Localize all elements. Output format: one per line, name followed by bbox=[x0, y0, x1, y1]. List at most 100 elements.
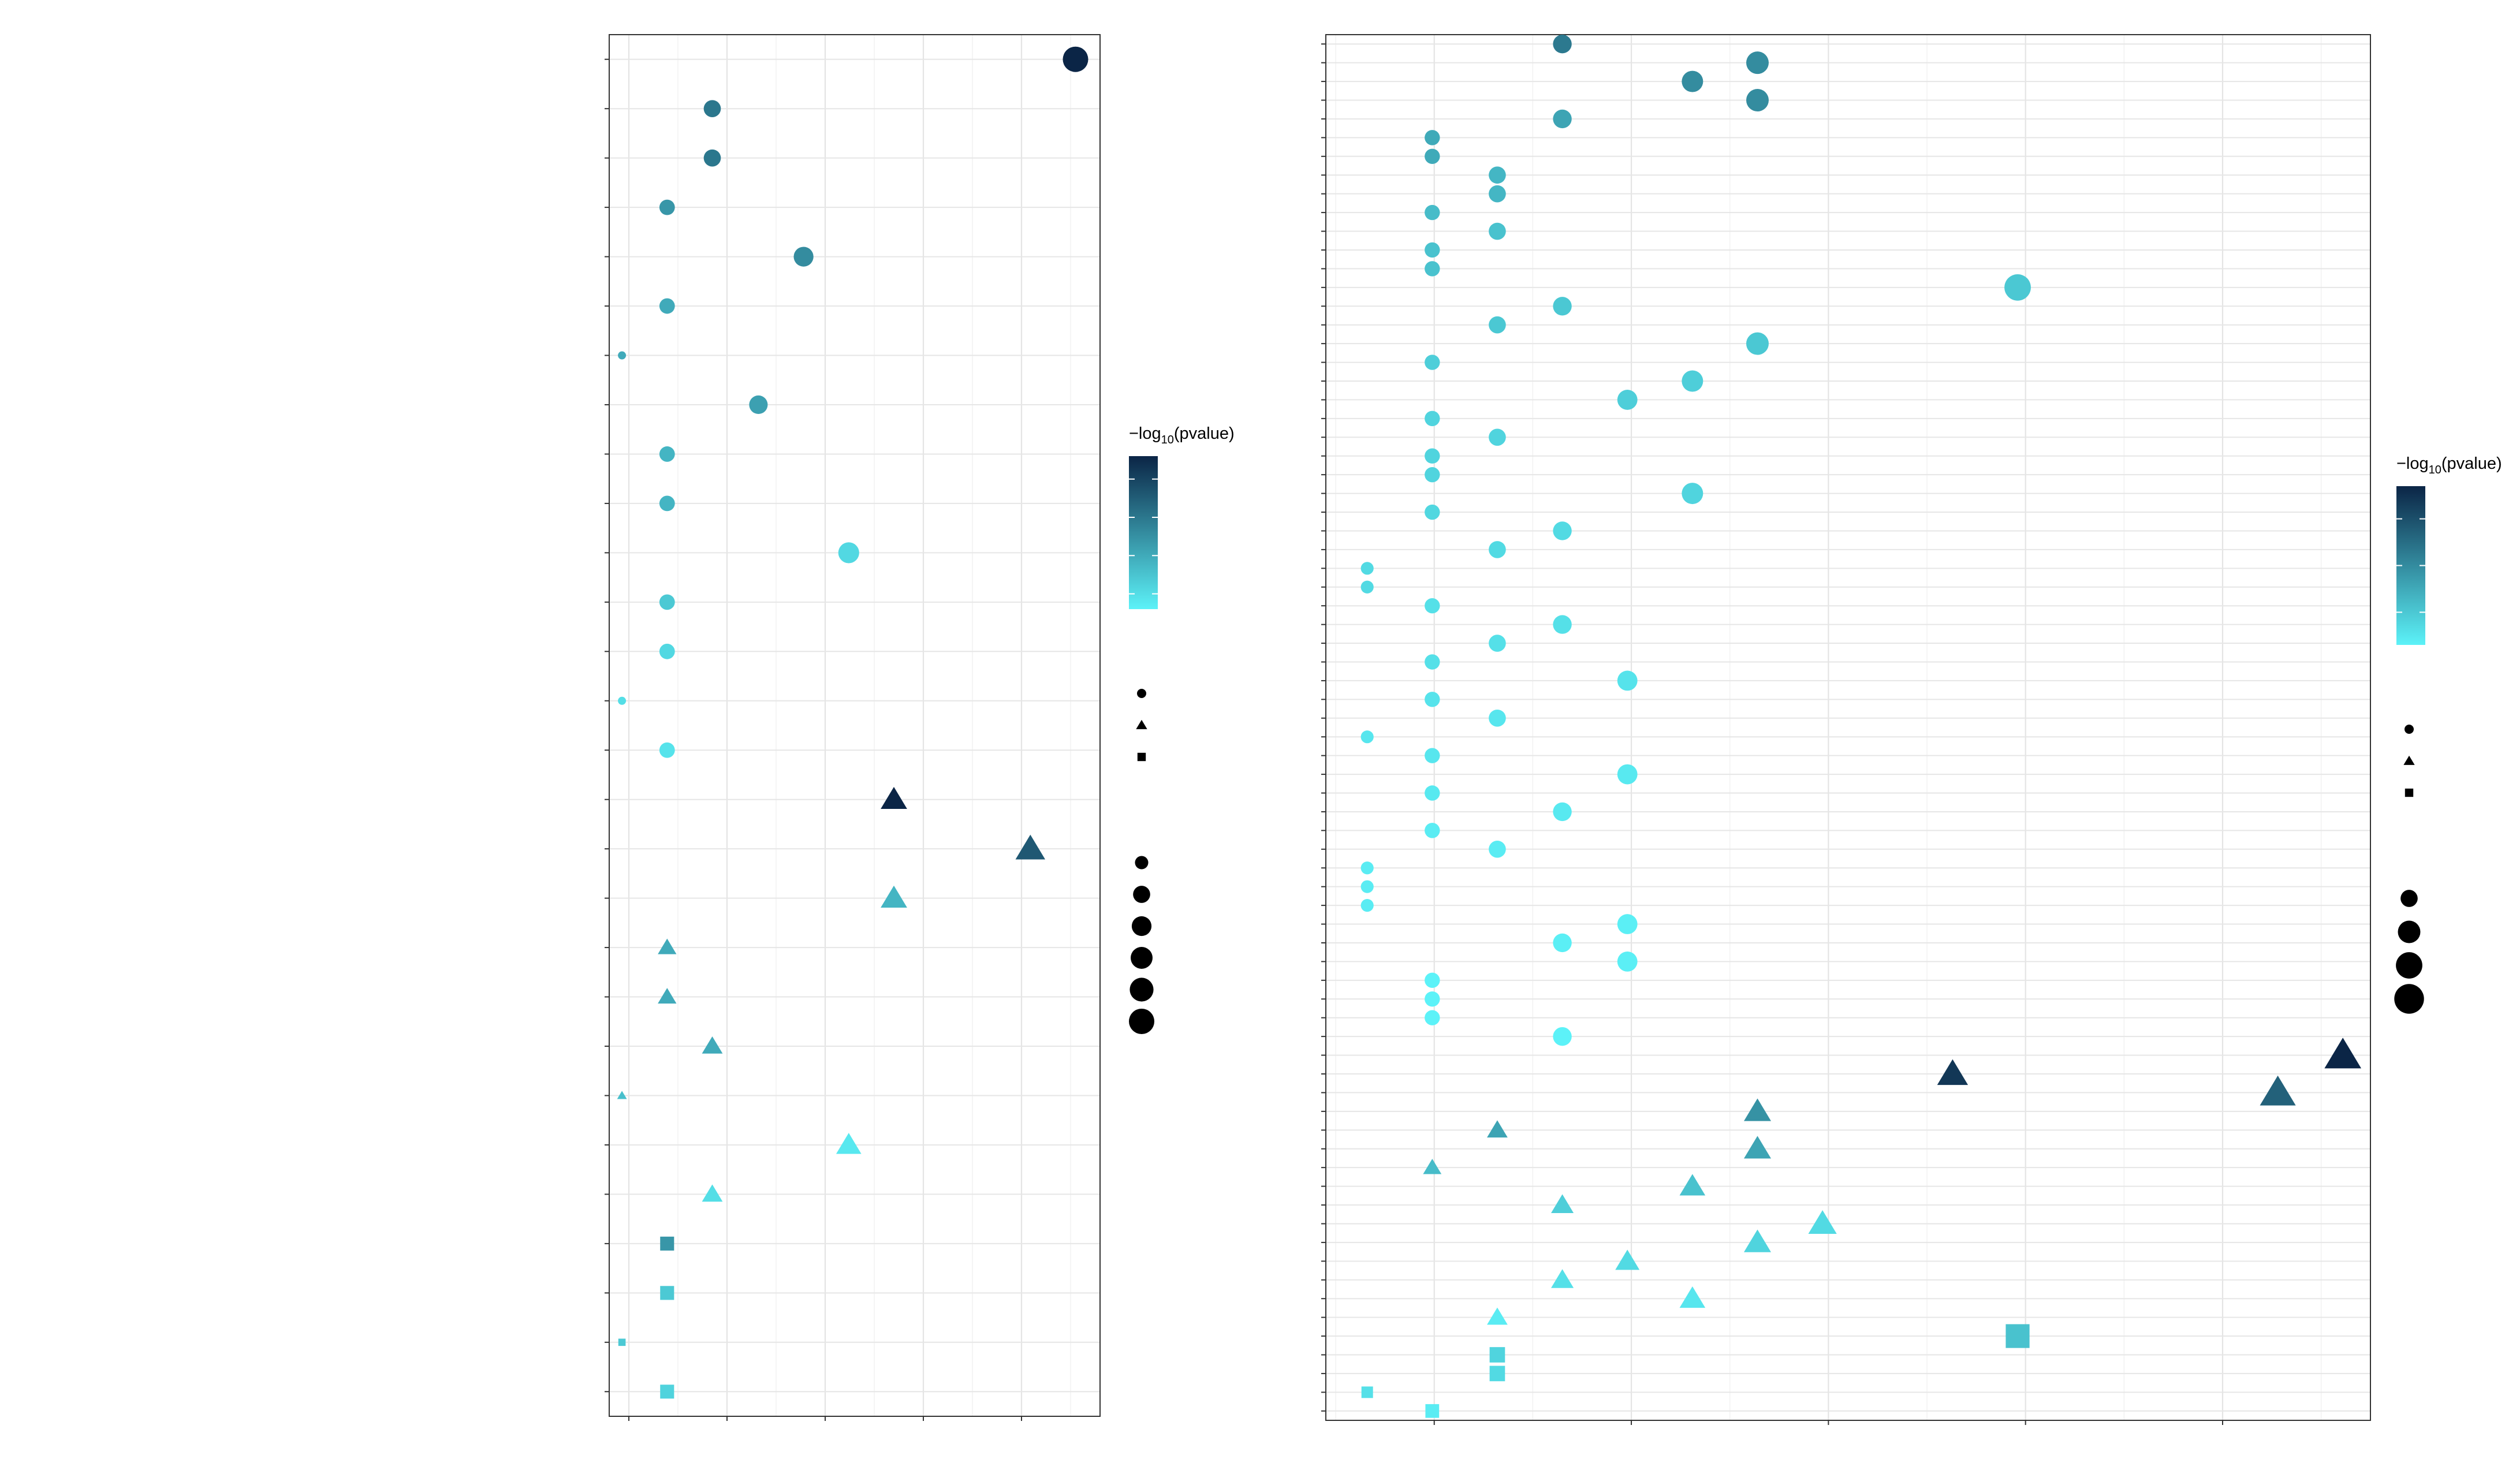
data-point bbox=[1487, 1307, 1508, 1325]
data-point bbox=[1617, 670, 1638, 691]
count-legend-dot bbox=[1135, 856, 1149, 870]
data-point bbox=[617, 1091, 627, 1099]
class-legend-circle-icon bbox=[2405, 725, 2414, 734]
count-legend-dot bbox=[1131, 916, 1152, 937]
data-point bbox=[1743, 1136, 1772, 1159]
data-point bbox=[1425, 991, 1440, 1007]
class-legend-triangle-icon bbox=[1136, 719, 1147, 729]
data-point bbox=[1553, 615, 1572, 634]
data-point bbox=[660, 1236, 674, 1251]
data-point bbox=[1553, 933, 1572, 953]
data-point bbox=[1489, 541, 1506, 558]
data-point bbox=[881, 885, 907, 908]
data-point bbox=[1425, 785, 1440, 801]
data-point bbox=[1489, 316, 1506, 334]
count-legend-dot bbox=[2398, 920, 2421, 943]
data-point bbox=[1425, 204, 1440, 221]
data-point bbox=[1553, 109, 1572, 129]
data-point bbox=[659, 643, 675, 659]
panel-a: −log10(pvalue) bbox=[605, 34, 1235, 1421]
data-point bbox=[659, 298, 675, 314]
data-point bbox=[1487, 1120, 1508, 1138]
data-point bbox=[659, 446, 675, 462]
data-point bbox=[1553, 297, 1572, 316]
data-point bbox=[659, 594, 675, 610]
data-point bbox=[1063, 46, 1088, 72]
data-point bbox=[1425, 972, 1440, 988]
color-legend-title-suffix: (pvalue) bbox=[1174, 424, 1235, 443]
data-point bbox=[1617, 764, 1638, 785]
data-point bbox=[1425, 598, 1440, 614]
data-point bbox=[881, 786, 907, 809]
data-point bbox=[1551, 1194, 1574, 1213]
plot-border bbox=[1325, 34, 2371, 1421]
data-point bbox=[1425, 504, 1440, 520]
data-point bbox=[1425, 692, 1440, 707]
data-point bbox=[1746, 89, 1769, 111]
data-point bbox=[2005, 1324, 2030, 1348]
data-point bbox=[703, 100, 721, 118]
data-point bbox=[1489, 709, 1506, 727]
data-point bbox=[1679, 1174, 1706, 1196]
color-legend-title-suffix: (pvalue) bbox=[2441, 454, 2502, 473]
data-point bbox=[793, 247, 814, 267]
data-point bbox=[702, 1036, 723, 1054]
color-legend-title-prefix: −log bbox=[1129, 424, 1161, 443]
count-legend-dot bbox=[1129, 1009, 1154, 1034]
data-point bbox=[2260, 1075, 2296, 1106]
data-point bbox=[660, 1286, 674, 1300]
data-point bbox=[1553, 521, 1572, 540]
data-point bbox=[1425, 261, 1440, 277]
data-point bbox=[1425, 748, 1440, 763]
color-legend-title-sub: 10 bbox=[1161, 434, 1174, 446]
data-point bbox=[1425, 1010, 1440, 1025]
data-point bbox=[1360, 861, 1374, 875]
data-point bbox=[2004, 274, 2031, 301]
data-point bbox=[1360, 880, 1374, 893]
colorbar bbox=[1129, 456, 1158, 609]
data-point bbox=[1682, 483, 1703, 505]
data-point bbox=[1489, 840, 1506, 858]
data-point bbox=[1617, 914, 1638, 934]
data-point bbox=[1425, 823, 1440, 838]
data-point bbox=[2324, 1038, 2362, 1069]
data-point bbox=[1615, 1249, 1640, 1270]
data-point bbox=[1425, 654, 1440, 670]
data-point bbox=[1617, 390, 1638, 410]
class-legend-circle-icon bbox=[1137, 689, 1146, 698]
count-legend-dot bbox=[1133, 886, 1150, 903]
class-legend-triangle-icon bbox=[2403, 755, 2415, 765]
count-legend-dot bbox=[1131, 947, 1153, 969]
data-point bbox=[1679, 1286, 1706, 1308]
data-point bbox=[749, 395, 768, 415]
data-point bbox=[1489, 1365, 1505, 1382]
data-point bbox=[703, 149, 721, 167]
data-point bbox=[1423, 1158, 1442, 1174]
data-point bbox=[1937, 1059, 1969, 1085]
panel-b: −log10(pvalue) bbox=[1321, 34, 2502, 1425]
data-point bbox=[702, 1184, 723, 1202]
data-point bbox=[1425, 448, 1440, 464]
data-point bbox=[1360, 899, 1374, 912]
count-legend-dot bbox=[2394, 984, 2424, 1014]
data-point bbox=[1551, 1269, 1574, 1288]
data-point bbox=[1489, 222, 1506, 240]
data-point bbox=[1425, 242, 1440, 258]
data-point bbox=[1425, 148, 1440, 165]
data-point bbox=[1425, 1404, 1440, 1418]
data-point bbox=[836, 1133, 862, 1154]
data-point bbox=[1489, 635, 1506, 652]
class-legend-square-icon bbox=[1137, 752, 1146, 762]
color-legend-title-sub: 10 bbox=[2429, 464, 2441, 476]
color-legend-title-prefix: −log bbox=[2396, 454, 2429, 473]
data-point bbox=[1553, 1027, 1572, 1046]
data-point bbox=[1682, 70, 1703, 92]
data-point bbox=[1553, 35, 1572, 54]
data-point bbox=[659, 199, 675, 215]
data-point bbox=[1746, 332, 1769, 355]
data-point bbox=[1682, 370, 1703, 392]
data-point bbox=[838, 542, 859, 564]
data-point bbox=[1015, 834, 1046, 860]
data-point bbox=[1489, 185, 1506, 203]
